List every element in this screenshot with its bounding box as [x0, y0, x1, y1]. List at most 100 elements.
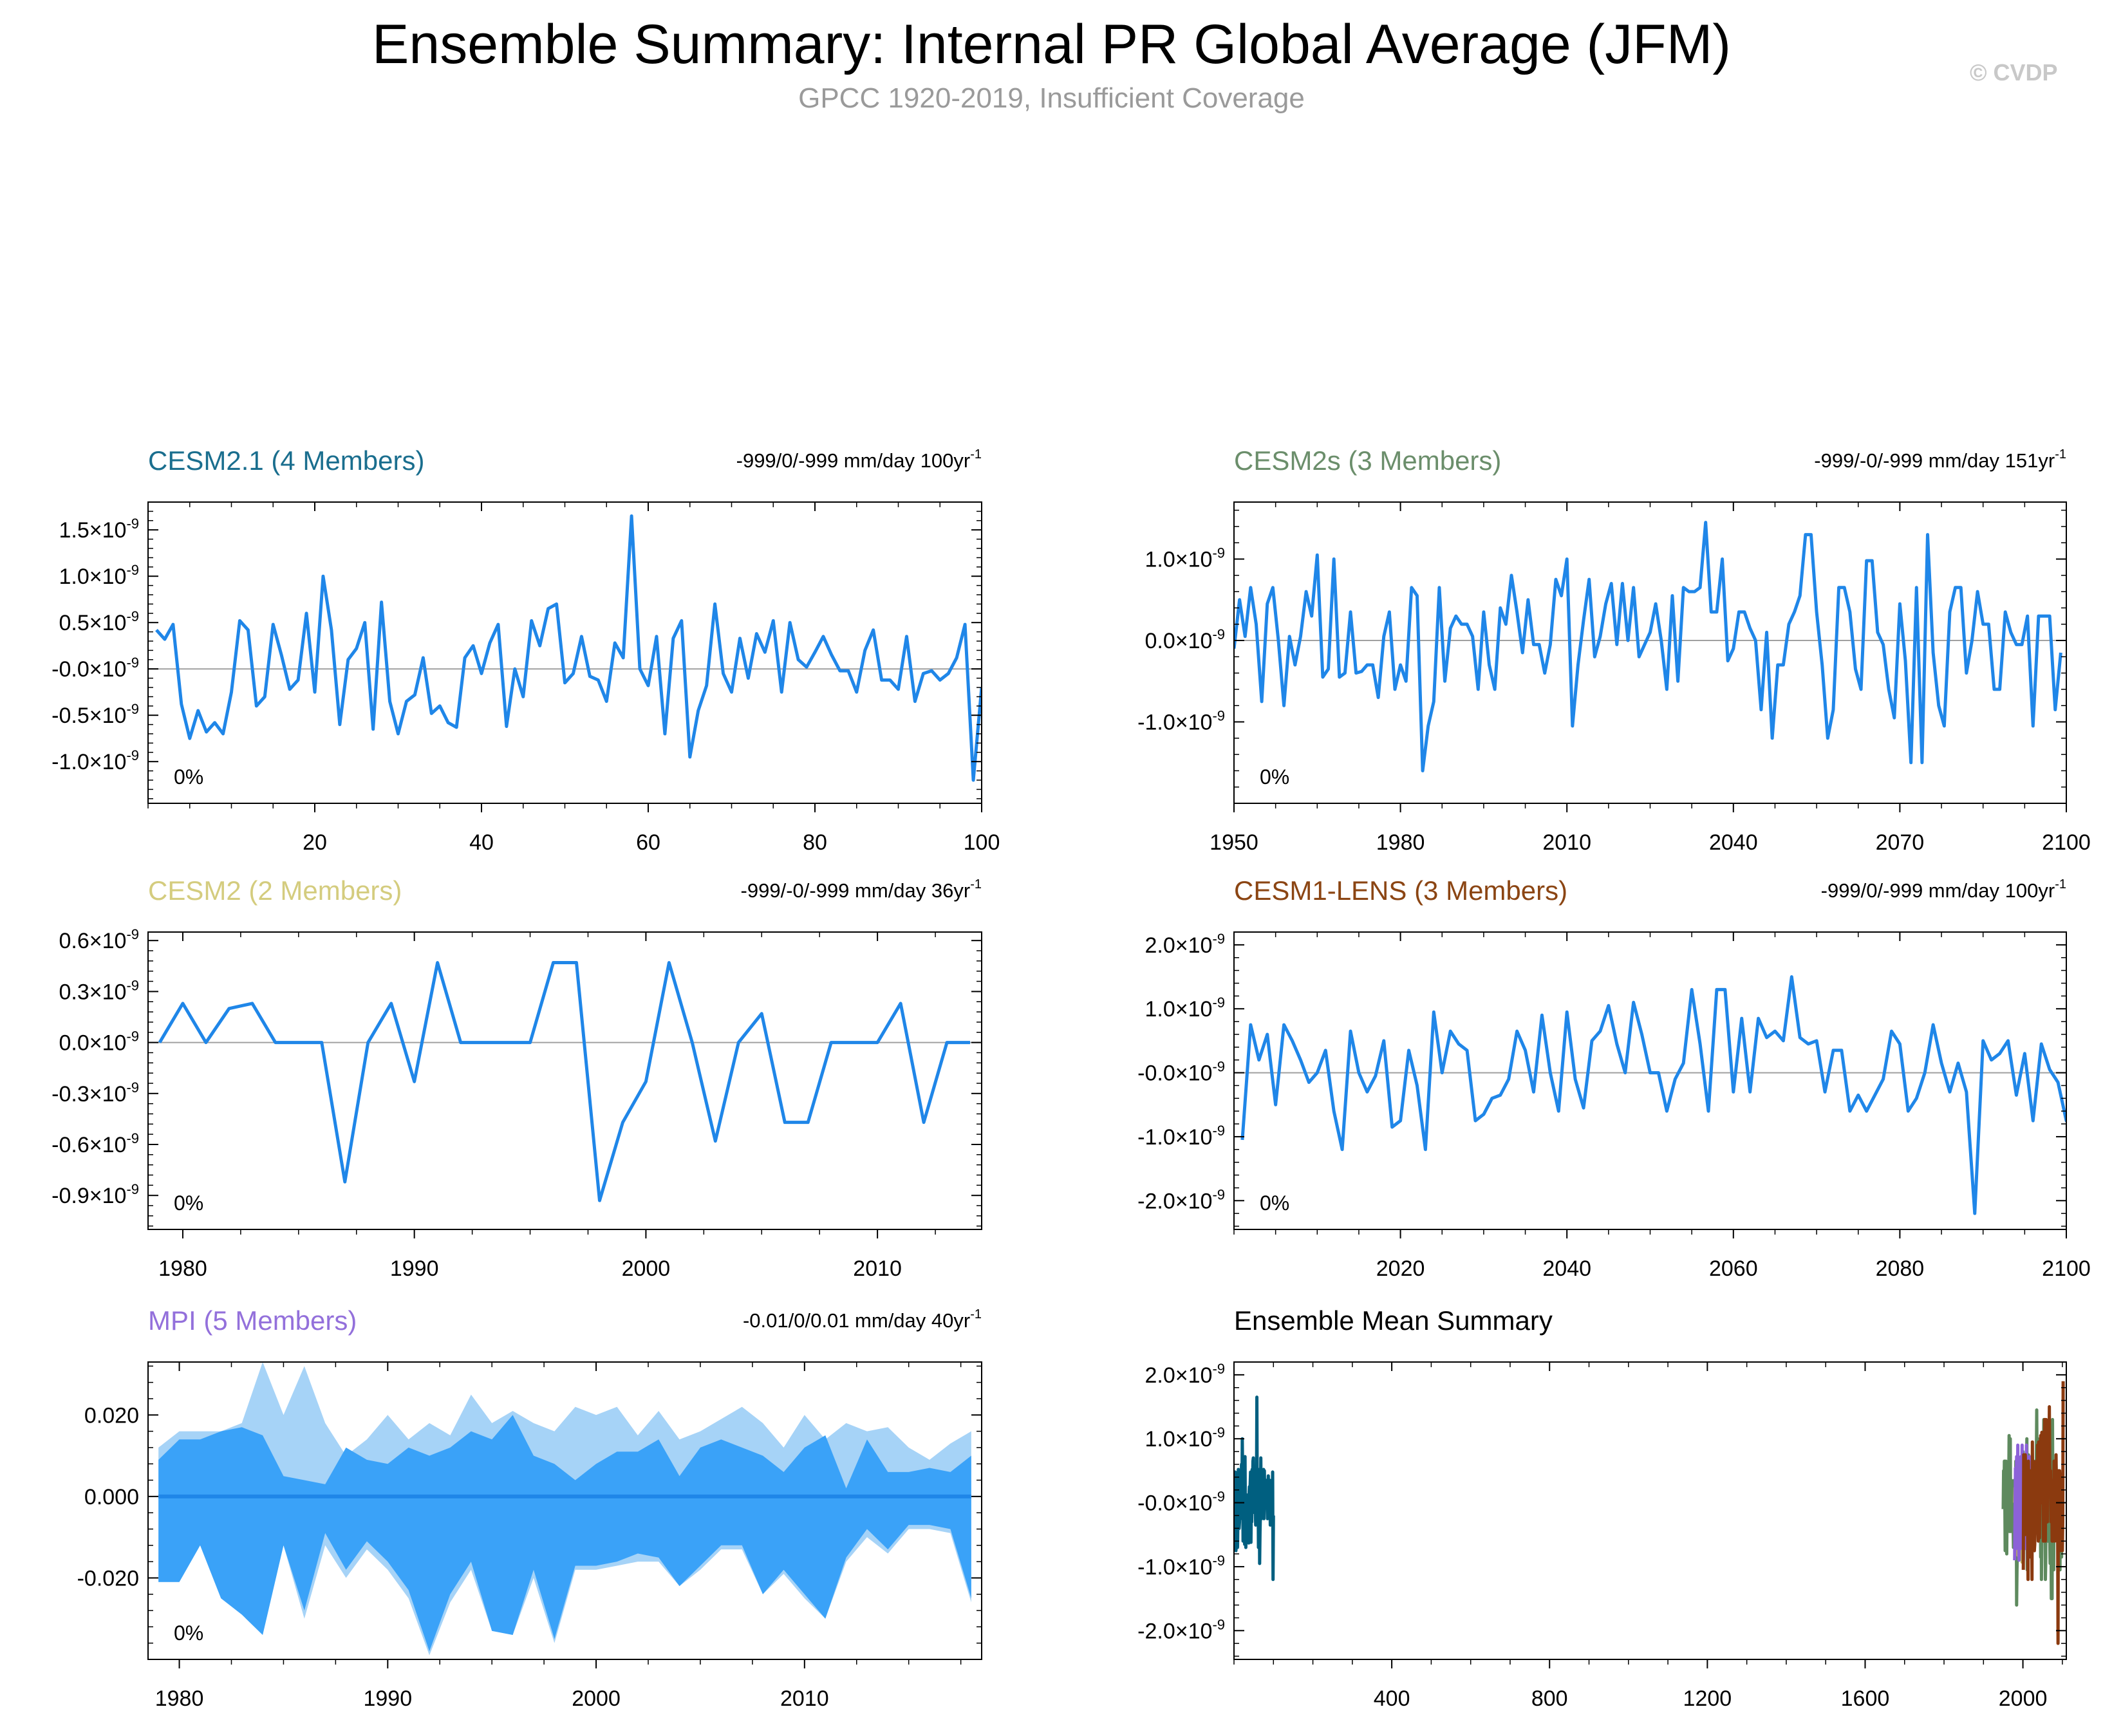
y-tick-label: -1.0×10-9	[1137, 1123, 1225, 1150]
y-tick-label: 2.0×10-9	[1145, 1361, 1225, 1388]
y-tick-exponent: -9	[126, 926, 139, 942]
plot-area	[148, 961, 982, 1202]
panel-note-text: -999/0/-999 mm/day 100yr	[736, 449, 971, 472]
y-tick-label: 0.0×10-9	[59, 1029, 139, 1056]
y-tick-exponent: -9	[1212, 708, 1225, 724]
panel-3: CESM2 (2 Members) -999/-0/-999 mm/day 36y…	[51, 875, 982, 1281]
y-tick-mantissa: -0.020	[77, 1566, 139, 1591]
plot-frame	[147, 931, 982, 1230]
x-tick-label: 800	[1531, 1686, 1568, 1711]
panel-note-sup: -1	[970, 877, 982, 891]
percent-label: 0%	[1260, 1191, 1289, 1215]
y-tick-mantissa: 0.020	[84, 1403, 139, 1428]
summary-series-cesm2-1	[1234, 1395, 1275, 1582]
plot-area	[1234, 521, 2066, 772]
x-tick-label: 20	[303, 830, 327, 855]
y-tick-label: 0.0×10-9	[1145, 626, 1225, 653]
y-tick-exponent: -9	[1212, 1186, 1225, 1202]
y-tick-mantissa: -1.0×10	[51, 750, 126, 774]
plot-frame	[1233, 1361, 2067, 1660]
y-tick-exponent: -9	[1212, 1059, 1225, 1075]
y-tick-label: -0.0×10-9	[51, 655, 139, 682]
percent-label: 0%	[174, 765, 203, 789]
y-tick-exponent: -9	[1212, 1123, 1225, 1139]
x-tick-label: 1980	[155, 1686, 204, 1711]
series-line-0	[1240, 975, 2066, 1215]
panel-note: -999/0/-999 mm/day 100yr-1	[736, 447, 982, 472]
y-tick-mantissa: -0.0×10	[51, 657, 126, 682]
y-tick-exponent: -9	[126, 747, 139, 763]
y-tick-label: -2.0×10-9	[1137, 1616, 1225, 1643]
x-tick-label: 2070	[1876, 830, 1925, 855]
y-tick-mantissa: 1.0×10	[1145, 997, 1212, 1022]
percent-label: 0%	[174, 1191, 203, 1215]
y-tick-label: 0.5×10-9	[59, 608, 139, 635]
y-tick-exponent: -9	[126, 1029, 139, 1045]
panel-note-sup: -1	[970, 447, 982, 462]
x-tick-label: 400	[1374, 1686, 1410, 1711]
series-line-0	[158, 961, 971, 1202]
y-tick-exponent: -9	[126, 562, 139, 578]
y-tick-mantissa: 1.0×10	[1145, 548, 1212, 572]
y-tick-label: -1.0×10-9	[1137, 708, 1225, 735]
y-tick-exponent: -9	[126, 977, 139, 993]
x-tick-label: 100	[964, 830, 1000, 855]
panel-title: CESM2s (3 Members)	[1234, 445, 1501, 476]
panel-note-text: -999/0/-999 mm/day 100yr	[1821, 879, 2055, 902]
x-tick-label: 2000	[622, 1256, 671, 1281]
plot-area	[158, 1362, 971, 1656]
plot-frame	[147, 501, 982, 804]
x-tick-label: 80	[803, 830, 827, 855]
panel-note-text: -999/-0/-999 mm/day 36yr	[741, 879, 971, 902]
y-tick-mantissa: 1.0×10	[1145, 1427, 1212, 1451]
panel-4: CESM1-LENS (3 Members) -999/0/-999 mm/day…	[1137, 875, 2091, 1281]
y-tick-label: 1.0×10-9	[1145, 545, 1225, 572]
y-tick-exponent: -9	[126, 608, 139, 624]
y-tick-exponent: -9	[126, 1079, 139, 1096]
y-tick-exponent: -9	[126, 655, 139, 671]
x-tick-label: 2100	[2042, 1256, 2091, 1281]
summary-series-cesm1-lens	[2021, 1381, 2065, 1645]
x-tick-label: 1990	[390, 1256, 439, 1281]
y-tick-label: -0.0×10-9	[1137, 1489, 1225, 1516]
panel-note-text: -999/-0/-999 mm/day 151yr	[1814, 449, 2055, 472]
y-tick-mantissa: -1.0×10	[1137, 711, 1212, 735]
y-tick-exponent: -9	[1212, 1553, 1225, 1569]
y-tick-label: 1.0×10-9	[59, 562, 139, 589]
x-tick-label: 2000	[572, 1686, 621, 1711]
x-tick-label: 2080	[1876, 1256, 1925, 1281]
x-tick-label: 2000	[1999, 1686, 2048, 1711]
y-tick-exponent: -9	[126, 1130, 139, 1146]
x-tick-label: 1990	[363, 1686, 412, 1711]
x-tick-label: 2010	[1542, 830, 1591, 855]
x-tick-label: 60	[636, 830, 660, 855]
percent-label: 0%	[1260, 765, 1289, 789]
y-tick-mantissa: -0.0×10	[1137, 1061, 1212, 1086]
x-tick-label: 40	[469, 830, 494, 855]
panel-note-sup: -1	[2055, 877, 2066, 891]
y-tick-exponent: -9	[1212, 1361, 1225, 1377]
y-tick-label: 0.000	[84, 1485, 139, 1509]
panel-6: Ensemble Mean Summary 2.0×10-9 1.0×10 -9 -0.…	[1137, 1305, 2067, 1711]
y-tick-exponent: -9	[126, 1181, 139, 1197]
panel-note: -0.01/0/0.01 mm/day 40yr-1	[743, 1307, 982, 1332]
y-tick-label: -0.0×10-9	[1137, 1059, 1225, 1086]
y-tick-mantissa: -1.0×10	[1137, 1125, 1212, 1150]
y-tick-exponent: -9	[1212, 931, 1225, 947]
y-tick-label: -2.0×10-9	[1137, 1186, 1225, 1213]
y-tick-label: -0.020	[77, 1566, 139, 1591]
plot-frame	[1233, 501, 2067, 804]
y-tick-mantissa: 1.5×10	[59, 518, 126, 543]
panel-title: Ensemble Mean Summary	[1234, 1305, 1553, 1336]
panel-note-text: -0.01/0/0.01 mm/day 40yr	[743, 1309, 970, 1332]
main-title: Ensemble Summary: Internal PR Global Ave…	[372, 14, 1731, 75]
panel-note: -999/-0/-999 mm/day 36yr-1	[741, 877, 982, 902]
panel-5: MPI (5 Members) -0.01/0/0.01 mm/day 40yr-…	[77, 1305, 982, 1711]
y-tick-exponent: -9	[1212, 545, 1225, 561]
x-tick-label: 2010	[853, 1256, 902, 1281]
y-tick-exponent: -9	[1212, 1616, 1225, 1632]
x-tick-label: 2060	[1709, 1256, 1758, 1281]
y-tick-mantissa: 1.0×10	[59, 565, 126, 589]
y-tick-label: 1.5×10-9	[59, 516, 139, 543]
